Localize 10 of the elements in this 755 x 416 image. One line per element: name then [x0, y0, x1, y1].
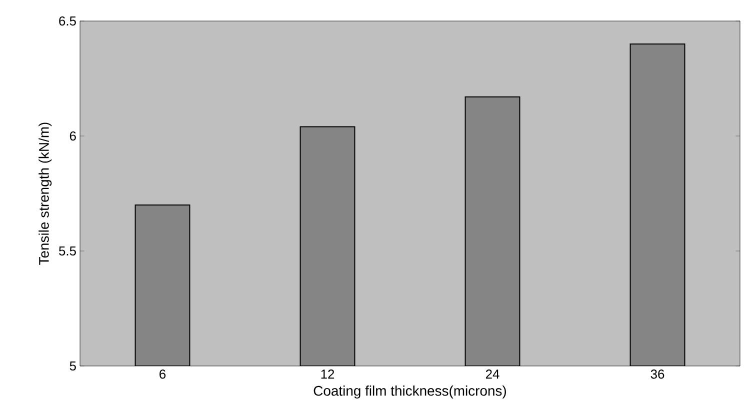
- x-tick-label: 36: [650, 370, 664, 379]
- x-axis-title: Coating film thickness(microns): [314, 386, 506, 399]
- y-axis-title: Tensile strength (kN/m): [38, 122, 52, 265]
- y-tick-label: 6: [70, 131, 76, 141]
- y-tick-label: 6.5: [59, 16, 76, 26]
- x-tick-label: 12: [321, 370, 334, 379]
- x-tick-label: 6: [160, 370, 166, 379]
- x-tick-label: 24: [486, 370, 500, 379]
- y-tick-label: 5: [70, 361, 76, 371]
- y-tick-label: 5.5: [58, 246, 76, 256]
